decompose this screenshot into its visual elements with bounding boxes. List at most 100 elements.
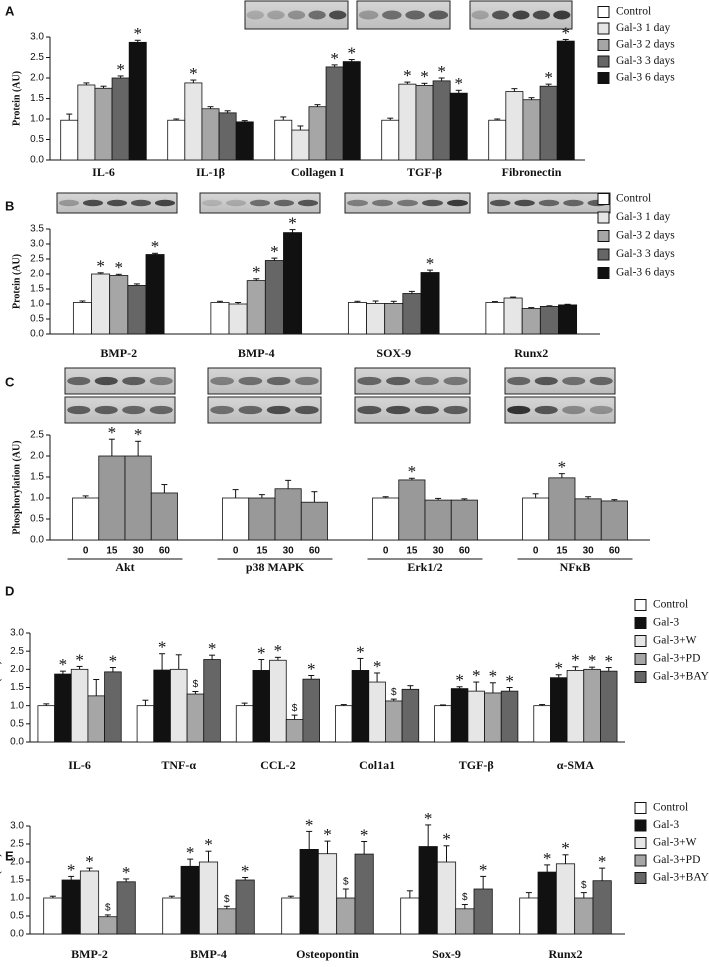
error-bar xyxy=(611,499,618,501)
blot-band xyxy=(357,376,382,386)
y-axis-label: mRNA (AU) xyxy=(0,853,2,906)
y-tick-label: 3.0 xyxy=(30,32,44,43)
y-tick-label: 0.5 xyxy=(30,314,44,325)
error-bar xyxy=(289,229,296,233)
significance-marker: * xyxy=(204,835,213,854)
bar xyxy=(574,498,602,541)
bar xyxy=(485,302,505,335)
significance-marker: * xyxy=(437,62,446,81)
error-bar xyxy=(159,653,166,671)
error-bar xyxy=(314,104,321,107)
error-bar xyxy=(66,113,73,121)
error-bar xyxy=(152,252,159,255)
bar xyxy=(274,488,302,541)
y-tick-label: 2.0 xyxy=(30,73,44,84)
bar xyxy=(351,670,370,743)
legend-label: Gal-3 xyxy=(653,819,679,831)
bar xyxy=(61,879,81,935)
blot-band xyxy=(422,199,443,207)
error-bar xyxy=(100,85,107,89)
error-bar xyxy=(207,106,214,109)
y-tick-label: 1.0 xyxy=(30,493,44,504)
bar xyxy=(217,908,237,935)
blot-band xyxy=(397,199,418,207)
significance-marker: * xyxy=(122,863,131,882)
bar xyxy=(566,670,585,743)
legend-label: Gal-3 1 day xyxy=(616,22,671,34)
blot-band xyxy=(589,376,613,386)
x-tick-label: Osteopontin xyxy=(296,947,359,961)
y-tick-label: 1.5 xyxy=(30,472,44,483)
bar xyxy=(72,497,100,541)
blot-band xyxy=(266,376,291,386)
legend-label: Gal-3 6 days xyxy=(616,72,675,84)
error-bar xyxy=(287,895,294,898)
western-blots xyxy=(56,0,616,424)
error-bar xyxy=(123,878,130,882)
bar xyxy=(503,297,523,335)
error-bar xyxy=(374,672,381,683)
legend-swatch xyxy=(597,72,610,84)
blot-band xyxy=(122,376,146,386)
bar xyxy=(299,849,319,935)
bar xyxy=(550,677,568,743)
significance-marker: * xyxy=(116,60,125,79)
y-tick-label: 1.0 xyxy=(10,700,24,711)
error-bar xyxy=(407,685,414,690)
legend-swatch xyxy=(634,635,647,647)
error-bar xyxy=(161,484,168,493)
x-sublabel: 15 xyxy=(106,546,118,557)
bar xyxy=(548,477,576,541)
error-bar xyxy=(506,687,513,692)
bar xyxy=(401,688,420,743)
blot-band xyxy=(534,405,558,415)
significance-marker: * xyxy=(403,66,412,85)
error-bar xyxy=(372,300,379,304)
blot-band xyxy=(512,10,530,20)
y-tick-label: 1.5 xyxy=(30,284,44,295)
bar xyxy=(235,705,254,743)
bar xyxy=(522,497,550,541)
significance-marker: $ xyxy=(462,892,468,903)
legend-swatch xyxy=(634,854,647,867)
error-bar xyxy=(354,300,361,303)
significance-marker: * xyxy=(479,860,488,879)
y-axis-label: Protein (AU) xyxy=(11,254,22,309)
significance-marker: $ xyxy=(292,703,298,714)
bar xyxy=(488,119,507,161)
y-tick-label: 2.0 xyxy=(10,664,24,675)
error-bar xyxy=(404,81,411,85)
error-bar xyxy=(544,864,551,873)
error-bar xyxy=(585,496,592,499)
x-sublabel: 30 xyxy=(433,546,445,557)
legend-label: Gal-3 1 day xyxy=(616,211,671,223)
error-bar xyxy=(97,272,104,274)
bar xyxy=(521,308,541,335)
x-tick-label: TGF-β xyxy=(459,758,494,772)
blot-band xyxy=(249,199,271,207)
significance-marker: * xyxy=(604,651,613,670)
bar xyxy=(385,700,403,743)
bar xyxy=(317,853,338,935)
bar xyxy=(222,497,250,541)
legend-swatch xyxy=(634,837,647,849)
x-tick-label: α-SMA xyxy=(557,758,595,772)
error-bar xyxy=(274,656,281,661)
bar xyxy=(54,673,72,743)
error-bar xyxy=(168,895,175,898)
bar xyxy=(145,254,165,335)
blot-band xyxy=(534,376,558,386)
significance-marker: * xyxy=(274,641,283,660)
bar xyxy=(70,668,89,743)
bar xyxy=(402,293,422,335)
error-bar xyxy=(192,690,199,695)
error-bar xyxy=(235,302,242,304)
bar xyxy=(264,260,284,335)
error-bar xyxy=(109,667,116,672)
significance-marker: * xyxy=(158,638,167,657)
legend-label: Control xyxy=(653,599,688,611)
bar xyxy=(72,302,92,335)
y-tick-label: 1.5 xyxy=(10,875,24,886)
error-bar xyxy=(108,438,115,456)
blot-band xyxy=(428,10,449,20)
